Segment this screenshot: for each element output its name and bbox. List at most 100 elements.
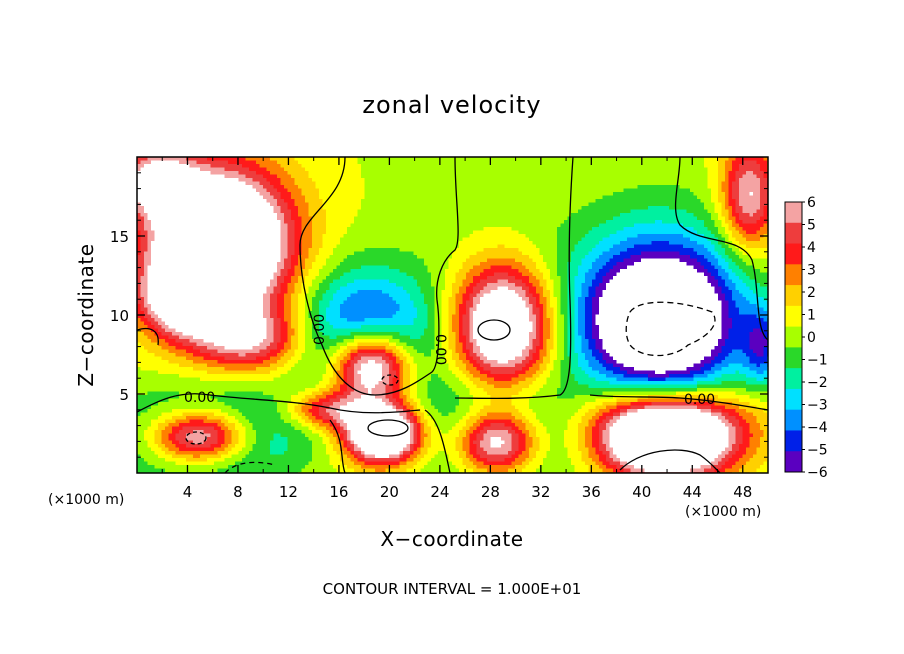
heatmap-cell (336, 237, 341, 242)
heatmap-cell (154, 174, 159, 179)
heatmap-cell (371, 188, 376, 193)
heatmap-cell (546, 220, 551, 225)
heatmap-cell (721, 192, 726, 197)
heatmap-cell (578, 220, 583, 225)
heatmap-cell (508, 220, 513, 225)
heatmap-cell (403, 181, 408, 186)
heatmap-cell (462, 230, 467, 235)
heatmap-cell (242, 174, 247, 179)
heatmap-cell (277, 234, 282, 239)
heatmap-cell (189, 178, 194, 183)
heatmap-cell (270, 213, 275, 218)
heatmap-cell (294, 192, 299, 197)
heatmap-cell (497, 216, 502, 221)
heatmap-cell (459, 202, 464, 207)
heatmap-cell (588, 188, 593, 193)
heatmap-cell (662, 160, 667, 165)
heatmap-cell (207, 167, 212, 172)
heatmap-cell (473, 209, 478, 214)
heatmap-cell (595, 164, 600, 169)
heatmap-cell (483, 188, 488, 193)
heatmap-cell (221, 230, 226, 235)
heatmap-cell (196, 157, 201, 162)
heatmap-cell (760, 157, 765, 162)
heatmap-cell (161, 171, 166, 176)
heatmap-cell (354, 234, 359, 239)
heatmap-cell (305, 195, 310, 200)
heatmap-cell (263, 223, 268, 228)
heatmap-cell (413, 223, 418, 228)
heatmap-cell (658, 213, 663, 218)
heatmap-cell (333, 164, 338, 169)
heatmap-cell (546, 244, 551, 249)
heatmap-cell (210, 244, 215, 249)
heatmap-cell (462, 234, 467, 239)
heatmap-cell (620, 237, 625, 242)
heatmap-cell (574, 174, 579, 179)
heatmap-cell (581, 206, 586, 211)
heatmap-cell (291, 171, 296, 176)
heatmap-cell (756, 237, 761, 242)
heatmap-cell (301, 209, 306, 214)
heatmap-cell (280, 230, 285, 235)
heatmap-cell (256, 195, 261, 200)
heatmap-cell (151, 241, 156, 246)
heatmap-cell (350, 206, 355, 211)
heatmap-cell (700, 248, 705, 253)
heatmap-cell (214, 199, 219, 204)
heatmap-cell (560, 188, 565, 193)
heatmap-cell (172, 216, 177, 221)
heatmap-cell (354, 227, 359, 232)
heatmap-cell (455, 244, 460, 249)
heatmap-cell (672, 178, 677, 183)
heatmap-cell (343, 241, 348, 246)
heatmap-cell (151, 248, 156, 253)
heatmap-cell (336, 195, 341, 200)
heatmap-cell (630, 160, 635, 165)
heatmap-cell (473, 157, 478, 162)
heatmap-cell (357, 209, 362, 214)
heatmap-cell (235, 216, 240, 221)
heatmap-cell (231, 234, 236, 239)
heatmap-cell (280, 202, 285, 207)
heatmap-cell (385, 178, 390, 183)
heatmap-cell (613, 244, 618, 249)
heatmap-cell (361, 248, 366, 253)
heatmap-cell (445, 167, 450, 172)
heatmap-cell (340, 188, 345, 193)
heatmap-cell (378, 202, 383, 207)
heatmap-cell (137, 209, 142, 214)
heatmap-cell (144, 178, 149, 183)
heatmap-cell (385, 188, 390, 193)
heatmap-cell (214, 171, 219, 176)
heatmap-cell (193, 195, 198, 200)
heatmap-cell (462, 160, 467, 165)
heatmap-cell (669, 237, 674, 242)
heatmap-cell (665, 244, 670, 249)
heatmap-cell (235, 209, 240, 214)
heatmap-cell (550, 195, 555, 200)
heatmap-cell (189, 244, 194, 249)
heatmap-cell (550, 181, 555, 186)
heatmap-cell (613, 192, 618, 197)
heatmap-cell (669, 234, 674, 239)
heatmap-cell (434, 241, 439, 246)
heatmap-cell (357, 178, 362, 183)
heatmap-cell (186, 181, 191, 186)
heatmap-cell (704, 178, 709, 183)
heatmap-cell (193, 202, 198, 207)
heatmap-cell (448, 216, 453, 221)
heatmap-cell (441, 248, 446, 253)
heatmap-cell (476, 227, 481, 232)
heatmap-cell (438, 178, 443, 183)
heatmap-cell (147, 195, 152, 200)
heatmap-cell (434, 167, 439, 172)
heatmap-cell (179, 223, 184, 228)
heatmap-cell (686, 237, 691, 242)
heatmap-cell (189, 206, 194, 211)
heatmap-cell (714, 202, 719, 207)
heatmap-cell (627, 188, 632, 193)
heatmap-cell (336, 241, 341, 246)
heatmap-cell (427, 195, 432, 200)
heatmap-cell (256, 178, 261, 183)
